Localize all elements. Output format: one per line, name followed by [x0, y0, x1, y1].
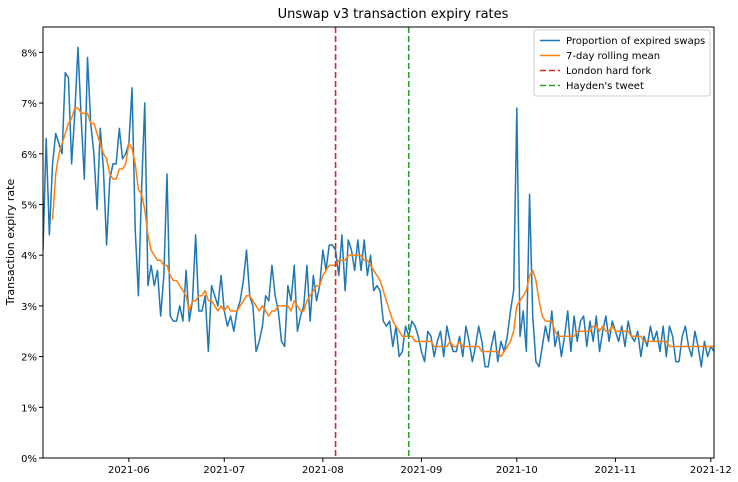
x-tick-label: 2021-08: [302, 465, 344, 476]
y-tick-label: 3%: [21, 302, 37, 313]
x-tick-label: 2021-06: [108, 465, 150, 476]
legend-label: London hard fork: [566, 66, 652, 77]
expired-swaps-line: [43, 46, 714, 368]
x-axis: 2021-06 2021-07 2021-08 2021-09 2021-10 2021-…: [108, 458, 732, 476]
y-tick-label: 4%: [21, 251, 37, 262]
x-tick-label: 2021-09: [401, 465, 443, 476]
y-axis-label: Transaction expiry rate: [4, 179, 17, 307]
x-tick-label: 2021-07: [203, 465, 245, 476]
y-tick-label: 8%: [21, 48, 37, 59]
y-tick-label: 6%: [21, 150, 37, 161]
rolling-mean-line: [51, 107, 714, 358]
legend-label: Hayden's tweet: [566, 81, 644, 92]
y-tick-label: 7%: [21, 99, 37, 110]
chart-title: Unswap v3 transaction expiry rates: [278, 7, 509, 22]
legend-box: [533, 29, 711, 97]
y-tick-label: 0%: [21, 454, 37, 465]
legend: Proportion of expired swaps 7-day rolling…: [533, 29, 711, 97]
x-tick-label: 2021-12: [690, 465, 732, 476]
x-tick-label: 2021-11: [595, 465, 637, 476]
legend-label: Proportion of expired swaps: [566, 36, 705, 47]
axes-frame: [42, 26, 715, 459]
y-axis: 0% 1% 2% 3% 4% 5% 6% 7% 8%: [21, 48, 43, 465]
plot-area: [43, 27, 714, 458]
x-tick-label: 2021-10: [496, 465, 538, 476]
plot-series: [43, 27, 714, 458]
y-tick-label: 1%: [21, 403, 37, 414]
y-tick-label: 2%: [21, 353, 37, 364]
legend-label: 7-day rolling mean: [566, 51, 660, 62]
y-tick-label: 5%: [21, 200, 37, 211]
